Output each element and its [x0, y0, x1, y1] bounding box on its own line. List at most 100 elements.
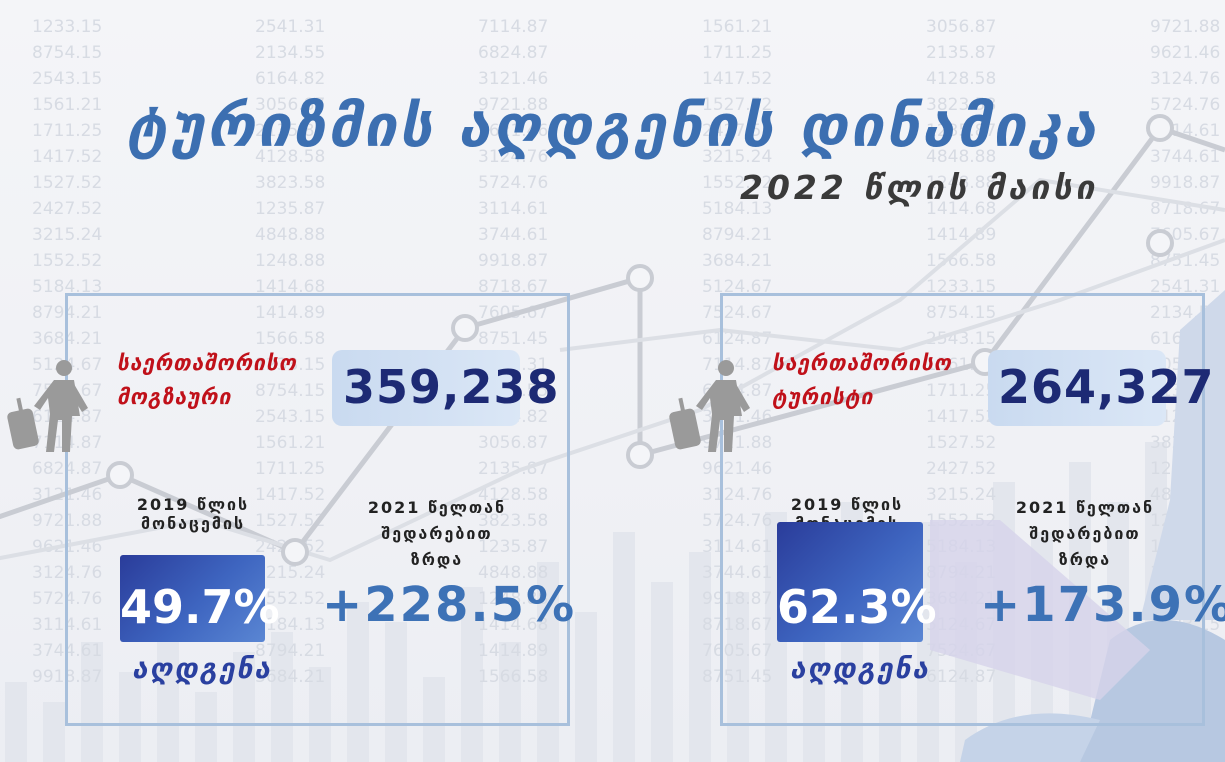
right-growth: +173.9%	[980, 577, 1225, 633]
background-number: 5184.13	[32, 277, 102, 297]
left-growth: +228.5%	[322, 577, 577, 633]
background-number: 1233.15	[255, 355, 325, 375]
background-number: 3215.24	[255, 563, 325, 583]
background-number: 8751.45	[478, 329, 548, 349]
right-count-box	[988, 350, 1166, 426]
background-bar	[309, 667, 331, 762]
background-bar	[651, 582, 673, 762]
left-heading-line2: მოგზაური	[117, 385, 232, 409]
background-number: 5124.67	[702, 277, 772, 297]
left-panel	[65, 293, 570, 726]
background-number: 9721.88	[702, 433, 772, 453]
background-number: 3744.61	[1150, 147, 1220, 167]
background-number: 1235.87	[926, 121, 996, 141]
background-number: 9721.88	[478, 95, 548, 115]
right-label-2021-line1: 2021 წელთან შედარებით	[1015, 498, 1155, 543]
background-number: 4848.88	[478, 563, 548, 583]
background-number: 2541.31	[1150, 277, 1220, 297]
right-heading: საერთაშორისო ტურისტი	[772, 346, 952, 414]
background-number: 5724.76	[478, 173, 548, 193]
background-number: 1561.21	[32, 95, 102, 115]
background-number: 1552.52	[32, 251, 102, 271]
background-bar	[575, 612, 597, 762]
background-number: 3124.76	[1150, 69, 1220, 89]
background-number: 1561.21	[255, 433, 325, 453]
background-number: 6164.82	[255, 69, 325, 89]
traveler-with-luggage-icon	[7, 360, 88, 452]
right-count: 264,327	[998, 360, 1215, 414]
background-number: 8718.67	[1150, 199, 1220, 219]
background-number: 7524.67	[702, 303, 772, 323]
background-number: 1235.87	[255, 199, 325, 219]
background-number: 5724.76	[1150, 95, 1220, 115]
background-number: 3056.87	[255, 95, 325, 115]
background-bar	[613, 532, 635, 762]
background-number: 3056.87	[926, 17, 996, 37]
background-number: 1566.58	[926, 251, 996, 271]
background-number: 1414.68	[926, 199, 996, 219]
background-number: 8751.45	[1150, 251, 1220, 271]
background-number: 8754.15	[32, 43, 102, 63]
background-bar	[423, 677, 445, 762]
background-number: 4848.88	[255, 225, 325, 245]
background-number: 1566.58	[478, 667, 548, 687]
right-label-2021: 2021 წელთან შედარებით ზრდა	[960, 495, 1210, 573]
background-number: 3215.24	[702, 147, 772, 167]
background-number: 2427.52	[32, 199, 102, 219]
background-number: 2135.87	[926, 43, 996, 63]
left-label-2019: 2019 წლის მონაცემის	[136, 495, 250, 533]
background-number: 8754.15	[926, 303, 996, 323]
background-number: 9918.87	[702, 589, 772, 609]
page-subtitle: 2022 წლის მაისი	[740, 168, 1099, 207]
background-number: 3056.87	[478, 433, 548, 453]
right-panel	[720, 293, 1205, 726]
background-number: 3823.58	[478, 511, 548, 531]
background-number: 2541.31	[255, 17, 325, 37]
left-label-2021: 2021 წელთან შედარებით ზრდა	[312, 495, 562, 573]
background-number: 6824.87	[478, 43, 548, 63]
background-number: 9918.87	[478, 251, 548, 271]
background-number: 1527.52	[255, 511, 325, 531]
background-number: 3823.58	[255, 173, 325, 193]
background-number: 1414.89	[478, 641, 548, 661]
background-number: 9918.87	[1150, 173, 1220, 193]
background-number: 1417.52	[926, 407, 996, 427]
left-heading-line1: საერთაშორისო	[117, 351, 297, 375]
right-heading-line1: საერთაშორისო	[772, 351, 952, 375]
background-number: 8751.45	[702, 667, 772, 687]
background-number: 8718.67	[702, 615, 772, 635]
background-bar	[537, 562, 559, 762]
left-recovery-label: აღდგენა	[132, 652, 272, 685]
background-number: 3114.61	[478, 199, 548, 219]
background-number: 1711.25	[702, 43, 772, 63]
background-number: 3684.21	[702, 251, 772, 271]
background-number: 1527.52	[32, 173, 102, 193]
background-number: 4128.58	[255, 147, 325, 167]
background-number: 3744.61	[478, 225, 548, 245]
background-number: 6124.87	[926, 667, 996, 687]
background-number: 9621.46	[1150, 43, 1220, 63]
background-number: 3114.61	[702, 537, 772, 557]
background-number: 3121.46	[478, 69, 548, 89]
background-number: 1414.89	[255, 303, 325, 323]
background-number: 5184.13	[702, 199, 772, 219]
background-number: 1561.21	[702, 17, 772, 37]
left-label-2021-line1: 2021 წელთან შედარებით	[367, 498, 507, 543]
background-number: 5184.13	[255, 615, 325, 635]
left-recovery-pct: 49.7%	[120, 580, 280, 634]
background-number: 2427.52	[702, 121, 772, 141]
left-heading: საერთაშორისო მოგზაური	[117, 346, 297, 414]
right-recovery-box	[777, 522, 923, 642]
left-count: 359,238	[343, 360, 560, 414]
background-number: 1711.25	[32, 121, 102, 141]
background-number: 2543.15	[926, 329, 996, 349]
background-bar	[271, 632, 293, 762]
background-number: 8718.67	[478, 277, 548, 297]
background-number: 3684.21	[255, 667, 325, 687]
background-number: 1527.52	[926, 433, 996, 453]
background-number: 1552.52	[255, 589, 325, 609]
background-number: 3124.76	[478, 147, 548, 167]
traveler-with-luggage-icon	[669, 360, 750, 452]
right-label-2021-line2: ზრდა	[1058, 550, 1112, 569]
